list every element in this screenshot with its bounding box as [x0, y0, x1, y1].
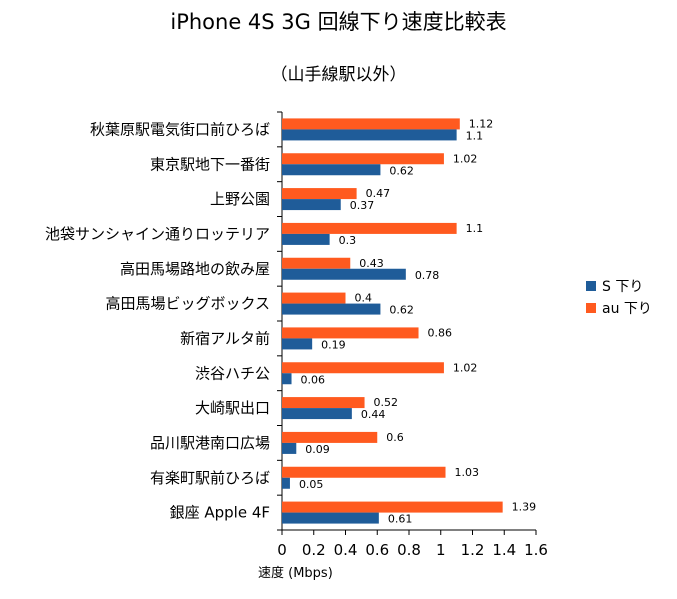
data-label-au: 0.4: [355, 292, 373, 305]
x-tick-label: 0.8: [397, 541, 421, 559]
category-label: 銀座 Apple 4F: [170, 504, 270, 522]
bar-au: [282, 292, 346, 304]
data-label-au: 0.86: [428, 326, 453, 339]
data-label-s: 0.61: [388, 513, 413, 526]
x-tick-label: 1.2: [461, 541, 485, 559]
chart-title: iPhone 4S 3G 回線下り速度比較表: [170, 10, 507, 34]
data-label-s: 0.06: [301, 373, 326, 386]
data-label-s: 1.1: [466, 129, 484, 142]
x-tick-label: 0.6: [365, 541, 389, 559]
category-label: 池袋サンシャイン通りロッテリア: [45, 225, 270, 243]
bar-au: [282, 118, 460, 130]
x-axis-title: 速度 (Mbps): [258, 565, 333, 581]
bar-s: [282, 512, 379, 524]
data-label-s: 0.44: [361, 408, 386, 421]
bar-au: [282, 362, 444, 374]
data-label-au: 1.39: [512, 501, 536, 514]
data-label-au: 1.02: [453, 361, 478, 374]
data-label-s: 0.62: [389, 304, 414, 317]
chart-subtitle: （山手線駅以外）: [270, 65, 407, 85]
bar-s: [282, 164, 381, 176]
data-label-au: 0.47: [366, 187, 391, 200]
legend-swatch-au: [586, 303, 596, 313]
data-label-au: 1.02: [453, 152, 478, 165]
category-label: 秋葉原駅電気街口前ひろば: [90, 120, 270, 138]
legend-swatch-s: [586, 281, 596, 291]
data-label-s: 0.78: [415, 269, 440, 282]
bar-au: [282, 153, 444, 165]
data-label-s: 0.05: [299, 478, 324, 491]
category-label: 上野公園: [210, 190, 270, 208]
bar-au: [282, 501, 503, 513]
legend-label-s: S 下り: [602, 279, 643, 295]
category-label: 品川駅港南口広場: [150, 434, 270, 452]
legend-label-au: au 下り: [602, 301, 652, 317]
x-tick-label: 0.4: [334, 541, 358, 559]
x-tick-label: 0.2: [302, 541, 326, 559]
data-label-s: 0.37: [350, 199, 375, 212]
bar-s: [282, 199, 341, 211]
bar-au: [282, 222, 457, 234]
bar-au: [282, 188, 357, 200]
category-label: 渋谷ハチ公: [195, 364, 270, 382]
bar-au: [282, 397, 365, 409]
x-tick-label: 1: [436, 541, 446, 559]
bar-s: [282, 408, 352, 420]
data-label-au: 0.52: [374, 396, 399, 409]
bar-au: [282, 466, 446, 478]
bar-s: [282, 268, 406, 280]
data-label-s: 0.62: [389, 164, 414, 177]
category-label: 東京駅地下一番街: [150, 155, 270, 173]
category-label: 有楽町駅前ひろば: [150, 469, 270, 487]
x-tick-label: 1.6: [524, 541, 548, 559]
bar-au: [282, 431, 378, 443]
data-label-s: 0.09: [305, 443, 330, 456]
x-tick-label: 1.4: [492, 541, 516, 559]
data-label-au: 0.43: [359, 257, 384, 270]
data-label-au: 1.12: [469, 117, 494, 130]
bar-s: [282, 233, 330, 245]
bar-s: [282, 303, 381, 315]
bar-s: [282, 442, 297, 454]
x-tick-label: 0: [277, 541, 287, 559]
bar-au: [282, 257, 351, 269]
bar-s: [282, 338, 313, 350]
category-label: 新宿アルタ前: [180, 329, 270, 347]
bar-s: [282, 477, 290, 489]
bar-s: [282, 129, 457, 141]
data-label-au: 1.03: [455, 466, 480, 479]
data-label-au: 1.1: [466, 222, 484, 235]
category-label: 高田馬場路地の飲み屋: [120, 260, 270, 278]
data-label-s: 0.19: [321, 338, 346, 351]
bar-au: [282, 327, 419, 339]
data-label-au: 0.6: [386, 431, 404, 444]
category-label: 大崎駅出口: [195, 399, 270, 417]
data-label-s: 0.3: [339, 234, 357, 247]
category-label: 高田馬場ビッグボックス: [105, 295, 270, 313]
bar-s: [282, 373, 292, 385]
